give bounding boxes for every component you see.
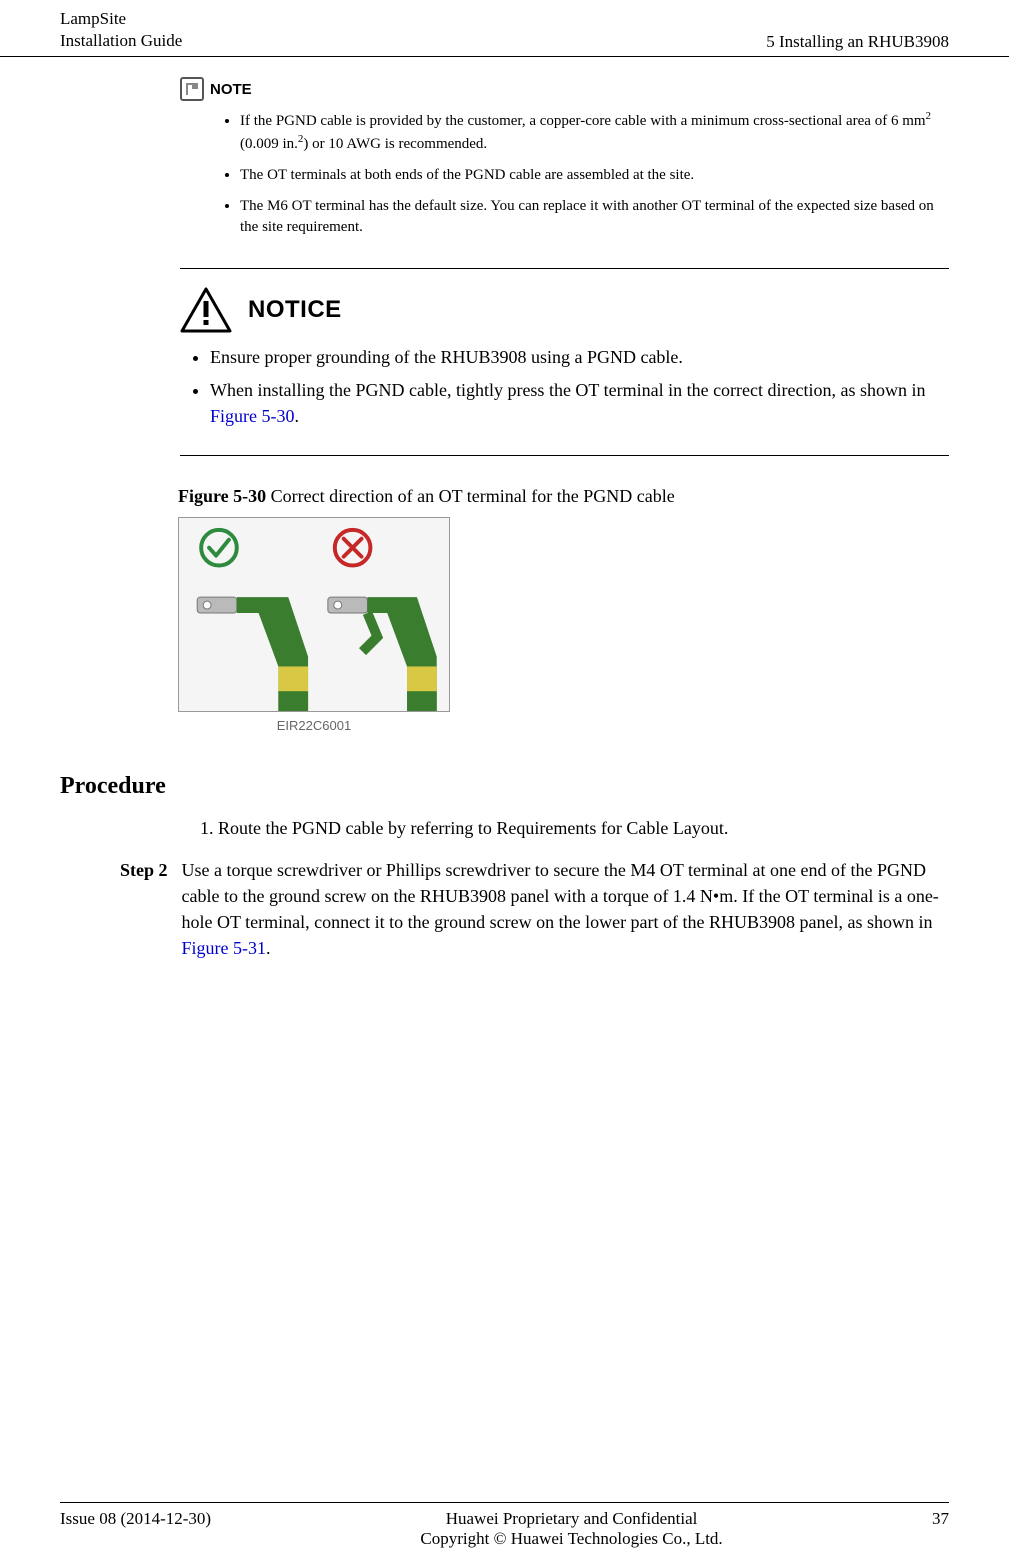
- footer-center: Huawei Proprietary and Confidential Copy…: [211, 1509, 932, 1549]
- step-label: Step 2: [120, 857, 168, 961]
- procedure-heading: Procedure: [60, 773, 949, 800]
- step-text-post: .: [266, 938, 271, 958]
- header-right: 5 Installing an RHUB3908: [766, 32, 949, 52]
- notice-section: NOTICE Ensure proper grounding of the RH…: [180, 268, 949, 456]
- note-item-text-pre: If the PGND cable is provided by the cus…: [240, 113, 926, 129]
- figure-link[interactable]: Figure 5-30: [210, 406, 295, 426]
- header-title-line1: LampSite: [60, 8, 182, 30]
- footer-center-line2: Copyright © Huawei Technologies Co., Ltd…: [211, 1529, 932, 1549]
- note-item-text-mid: (0.009 in.: [240, 136, 298, 152]
- warning-triangle-icon: [180, 287, 232, 333]
- step-text-pre: Use a torque screwdriver or Phillips scr…: [182, 860, 939, 932]
- figure-section: Figure 5-30 Correct direction of an OT t…: [178, 486, 949, 733]
- note-item: If the PGND cable is provided by the cus…: [240, 109, 949, 155]
- step-row: Step 2 Use a torque screwdriver or Phill…: [178, 857, 949, 961]
- footer-left: Issue 08 (2014-12-30): [60, 1509, 211, 1529]
- page-header: LampSite Installation Guide 5 Installing…: [0, 0, 1009, 57]
- note-list: If the PGND cable is provided by the cus…: [240, 109, 949, 238]
- header-left: LampSite Installation Guide: [60, 8, 182, 52]
- procedure-item: Route the PGND cable by referring to Req…: [218, 816, 949, 841]
- notice-list: Ensure proper grounding of the RHUB3908 …: [210, 345, 949, 429]
- footer-center-line1: Huawei Proprietary and Confidential: [211, 1509, 932, 1529]
- note-item: The M6 OT terminal has the default size.…: [240, 196, 949, 238]
- footer-right: 37: [932, 1509, 949, 1529]
- note-section: NOTE If the PGND cable is provided by th…: [180, 77, 949, 238]
- figure-code: EIR22C6001: [178, 718, 450, 733]
- notice-item: Ensure proper grounding of the RHUB3908 …: [210, 345, 949, 370]
- notice-header: NOTICE: [180, 287, 949, 333]
- notice-item: When installing the PGND cable, tightly …: [210, 378, 949, 428]
- notice-item-post: .: [295, 406, 300, 426]
- procedure-body: Route the PGND cable by referring to Req…: [178, 816, 949, 962]
- figure-link[interactable]: Figure 5-31: [182, 938, 267, 958]
- note-label: NOTE: [210, 81, 252, 98]
- superscript: 2: [926, 110, 932, 122]
- note-header: NOTE: [180, 77, 949, 101]
- notice-item-pre: When installing the PGND cable, tightly …: [210, 380, 926, 400]
- content-area: NOTE If the PGND cable is provided by th…: [0, 57, 1009, 961]
- note-item-text-post: ) or 10 AWG is recommended.: [303, 136, 487, 152]
- figure-caption-text: Correct direction of an OT terminal for …: [266, 486, 675, 506]
- figure-caption-number: Figure 5-30: [178, 486, 266, 506]
- procedure-list: Route the PGND cable by referring to Req…: [218, 816, 949, 841]
- page-footer: Issue 08 (2014-12-30) Huawei Proprietary…: [0, 1496, 1009, 1567]
- step-text: Use a torque screwdriver or Phillips scr…: [182, 857, 949, 961]
- figure-image: [178, 517, 450, 712]
- note-icon: [180, 77, 204, 101]
- note-item: The OT terminals at both ends of the PGN…: [240, 165, 949, 186]
- header-title-line2: Installation Guide: [60, 30, 182, 52]
- figure-caption: Figure 5-30 Correct direction of an OT t…: [178, 486, 949, 507]
- notice-label: NOTICE: [248, 296, 342, 324]
- footer-line: Issue 08 (2014-12-30) Huawei Proprietary…: [60, 1502, 949, 1549]
